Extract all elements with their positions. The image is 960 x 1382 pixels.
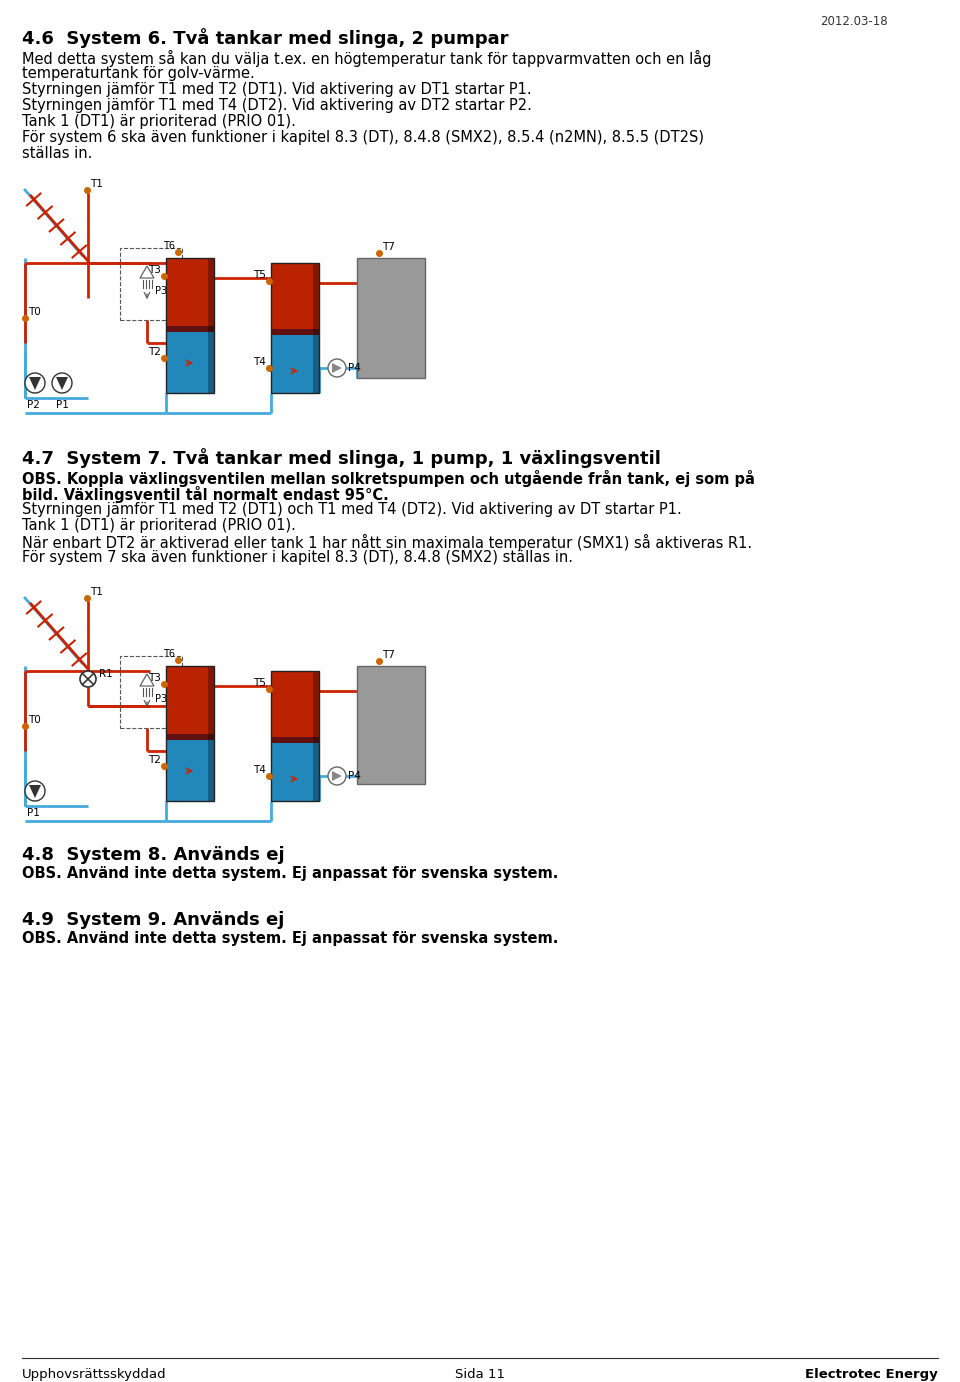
Text: P1: P1 [27, 808, 40, 818]
Bar [271, 263, 319, 334]
Text: Upphovsrättsskyddad: Upphovsrättsskyddad [22, 1368, 167, 1381]
Text: bild. Växlingsventil tål normalt endast 95°C.: bild. Växlingsventil tål normalt endast … [22, 486, 389, 503]
Circle shape [25, 781, 45, 802]
Text: T6: T6 [163, 240, 175, 252]
Polygon shape [332, 363, 342, 373]
Text: OBS. Använd inte detta system. Ej anpassat för svenska system.: OBS. Använd inte detta system. Ej anpass… [22, 931, 559, 947]
Bar [166, 741, 214, 802]
Text: P4: P4 [348, 363, 361, 373]
Bar [166, 332, 214, 392]
Text: Tank 1 (DT1) är prioriterad (PRIO 01).: Tank 1 (DT1) är prioriterad (PRIO 01). [22, 518, 296, 533]
Text: Tank 1 (DT1) är prioriterad (PRIO 01).: Tank 1 (DT1) är prioriterad (PRIO 01). [22, 113, 296, 129]
Bar [166, 666, 214, 741]
Bar [313, 672, 319, 802]
Text: P3: P3 [155, 694, 167, 703]
Bar [313, 263, 319, 392]
Bar [271, 263, 319, 392]
Circle shape [25, 373, 45, 392]
Text: 4.9  System 9. Används ej: 4.9 System 9. Används ej [22, 911, 284, 929]
Circle shape [80, 672, 96, 687]
Circle shape [52, 373, 72, 392]
Text: För system 7 ska även funktioner i kapitel 8.3 (DT), 8.4.8 (SMX2) ställas in.: För system 7 ska även funktioner i kapit… [22, 550, 573, 565]
Text: 2012.03-18: 2012.03-18 [820, 15, 888, 28]
Text: ställas in.: ställas in. [22, 146, 92, 160]
Text: 4.6  System 6. Två tankar med slinga, 2 pumpar: 4.6 System 6. Två tankar med slinga, 2 p… [22, 28, 509, 48]
Bar [271, 334, 319, 392]
Text: T4: T4 [253, 357, 266, 368]
Text: P1: P1 [56, 399, 69, 410]
Text: T7: T7 [382, 242, 395, 252]
Text: Styrningen jämför T1 med T4 (DT2). Vid aktivering av DT2 startar P2.: Styrningen jämför T1 med T4 (DT2). Vid a… [22, 98, 532, 113]
Text: T5: T5 [253, 269, 266, 281]
Text: T7: T7 [382, 650, 395, 661]
Bar [166, 326, 214, 334]
Bar [166, 734, 214, 742]
Text: T4: T4 [253, 766, 266, 775]
Bar [271, 329, 319, 336]
Circle shape [328, 359, 346, 377]
Bar [166, 258, 214, 392]
Text: T3: T3 [148, 265, 161, 275]
Bar [120, 247, 182, 321]
Polygon shape [29, 785, 41, 797]
Text: OBS. Koppla växlingsventilen mellan solkretspumpen och utgående från tank, ej so: OBS. Koppla växlingsventilen mellan solk… [22, 470, 755, 486]
Text: 4.8  System 8. Används ej: 4.8 System 8. Används ej [22, 846, 284, 864]
Bar [271, 672, 319, 742]
Text: När enbart DT2 är aktiverad eller tank 1 har nått sin maximala temperatur (SMX1): När enbart DT2 är aktiverad eller tank 1… [22, 533, 752, 551]
Text: T1: T1 [90, 180, 103, 189]
Text: T6: T6 [163, 650, 175, 659]
Bar [271, 672, 319, 802]
Text: T3: T3 [148, 673, 161, 683]
Polygon shape [56, 377, 68, 390]
Bar [271, 742, 319, 802]
Text: Electrotec Energy: Electrotec Energy [805, 1368, 938, 1381]
Circle shape [328, 767, 346, 785]
Text: T5: T5 [253, 679, 266, 688]
Text: Sida 11: Sida 11 [455, 1368, 505, 1381]
Text: T0: T0 [28, 714, 40, 726]
Text: Styrningen jämför T1 med T2 (DT1) och T1 med T4 (DT2). Vid aktivering av DT star: Styrningen jämför T1 med T2 (DT1) och T1… [22, 502, 682, 517]
Polygon shape [332, 771, 342, 781]
Polygon shape [29, 377, 41, 390]
Text: T1: T1 [90, 587, 103, 597]
Text: Med detta system så kan du välja t.ex. en högtemperatur tank för tappvarmvatten : Med detta system så kan du välja t.ex. e… [22, 50, 711, 66]
Bar [166, 666, 214, 802]
Text: OBS. Använd inte detta system. Ej anpassat för svenska system.: OBS. Använd inte detta system. Ej anpass… [22, 867, 559, 880]
Bar [120, 656, 182, 728]
Text: P2: P2 [27, 399, 40, 410]
Text: R1: R1 [99, 669, 112, 679]
Text: P4: P4 [348, 771, 361, 781]
Text: temperaturtank för golv-värme.: temperaturtank för golv-värme. [22, 66, 254, 82]
Text: 4.7  System 7. Två tankar med slinga, 1 pump, 1 växlingsventil: 4.7 System 7. Två tankar med slinga, 1 p… [22, 448, 660, 468]
Text: T2: T2 [148, 347, 161, 357]
Text: Styrningen jämför T1 med T2 (DT1). Vid aktivering av DT1 startar P1.: Styrningen jämför T1 med T2 (DT1). Vid a… [22, 82, 532, 97]
Bar [357, 666, 425, 784]
Text: P3: P3 [155, 286, 167, 296]
Text: T0: T0 [28, 307, 40, 316]
Bar [271, 737, 319, 745]
Bar [357, 258, 425, 379]
Bar [208, 258, 214, 392]
Text: För system 6 ska även funktioner i kapitel 8.3 (DT), 8.4.8 (SMX2), 8.5.4 (n2MN),: För system 6 ska även funktioner i kapit… [22, 130, 704, 145]
Bar [166, 258, 214, 332]
Bar [208, 666, 214, 802]
Text: T2: T2 [148, 755, 161, 766]
